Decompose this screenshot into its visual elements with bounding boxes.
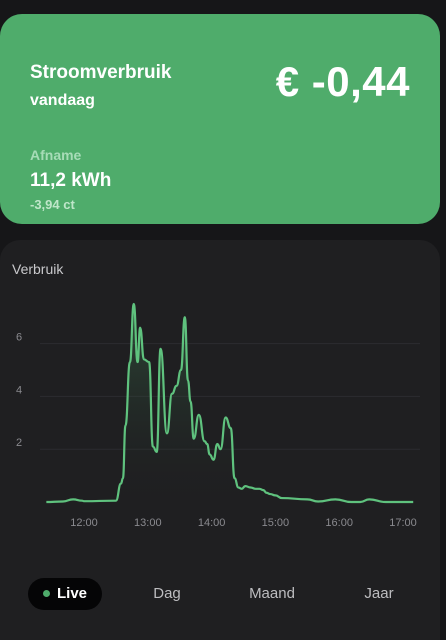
tab-jaar[interactable]: Jaar [364,585,394,602]
tab-dag[interactable]: Dag [153,585,181,602]
x-tick-label: 13:00 [134,517,162,529]
y-tick-label: 4 [16,384,22,396]
afname-cost: -3,94 ct [30,197,75,212]
x-tick-label: 15:00 [262,517,290,529]
usage-chart: 2 4 6 12:00 13:00 14:00 15:00 16:00 17:00 [16,302,420,529]
x-tick-label: 17:00 [389,517,417,529]
tab-live[interactable]: Live [28,578,102,610]
x-tick-label: 16:00 [325,517,353,529]
summary-subtitle: vandaag [30,92,95,109]
chart-card: Verbruik 2 4 6 12:00 13:00 14:00 15:00 16:00 17… [0,240,440,640]
tab-live-label: Live [56,585,87,602]
x-tick-label: 12:00 [70,517,98,529]
summary-title: Stroomverbruik [30,62,172,83]
usage-line [46,302,414,504]
afname-value: 11,2 kWh [30,170,112,191]
live-dot-icon [42,589,50,597]
chart-title: Verbruik [12,261,64,277]
afname-label: Afname [30,147,82,163]
x-tick-label: 14:00 [198,517,226,529]
tab-maand[interactable]: Maand [249,585,295,602]
y-tick-label: 6 [16,332,22,344]
period-tabs: Live Dag Maand Jaar [0,574,440,614]
y-tick-label: 2 [16,437,22,449]
total-amount: € -0,44 [275,58,410,105]
usage-area-fill [46,304,414,502]
summary-card: Stroomverbruik vandaag € -0,44 Afname 11… [0,14,440,224]
